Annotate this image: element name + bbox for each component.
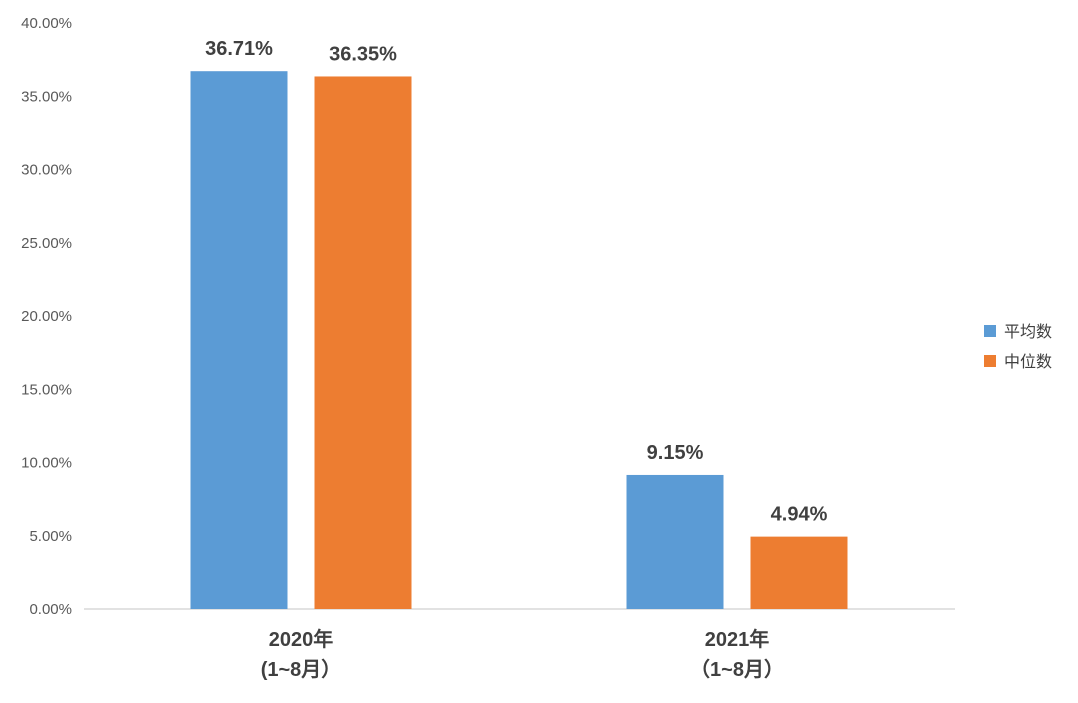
data-labels: 36.71% 36.35% 9.15% 4.94%: [205, 38, 827, 525]
category-label: 2021年: [705, 627, 770, 651]
legend-swatch: [984, 355, 996, 367]
bars: [190, 71, 848, 610]
y-tick-label: 40.00%: [21, 15, 72, 32]
bar-mean-1: [626, 474, 724, 609]
y-tick-label: 35.00%: [21, 88, 72, 105]
y-tick-label: 25.00%: [21, 235, 72, 252]
y-tick-label: 20.00%: [21, 308, 72, 325]
category-label: (1~8月）: [261, 658, 342, 681]
bar-median-1: [750, 536, 848, 609]
y-axis-tick-labels: 0.00% 5.00% 10.00% 15.00% 20.00% 25.00% 30.00%…: [21, 15, 72, 618]
legend-swatch: [984, 325, 996, 337]
category-label: 2020年: [269, 627, 334, 651]
bar-median-0: [314, 76, 412, 609]
data-label: 36.35%: [329, 43, 397, 65]
legend-label: 平均数: [1004, 322, 1052, 341]
x-axis-category-labels: 2020年 (1~8月） 2021年 （1~8月）: [261, 627, 784, 681]
legend-label: 中位数: [1004, 352, 1052, 371]
y-tick-label: 30.00%: [21, 162, 72, 179]
category-label: （1~8月）: [690, 658, 784, 681]
y-tick-label: 10.00%: [21, 455, 72, 472]
data-label: 9.15%: [647, 442, 704, 464]
data-label: 4.94%: [771, 504, 828, 526]
y-tick-label: 5.00%: [29, 528, 72, 545]
bar-mean-0: [190, 71, 288, 610]
y-tick-label: 0.00%: [29, 601, 72, 618]
y-tick-label: 15.00%: [21, 381, 72, 398]
data-label: 36.71%: [205, 38, 273, 60]
